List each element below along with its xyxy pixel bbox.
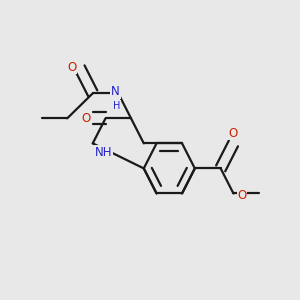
Text: O: O	[237, 189, 247, 202]
Text: O: O	[229, 127, 238, 140]
Text: O: O	[81, 112, 90, 125]
Text: NH: NH	[95, 146, 112, 159]
Text: O: O	[68, 61, 77, 74]
Text: N: N	[111, 85, 120, 98]
Text: H: H	[113, 101, 120, 111]
